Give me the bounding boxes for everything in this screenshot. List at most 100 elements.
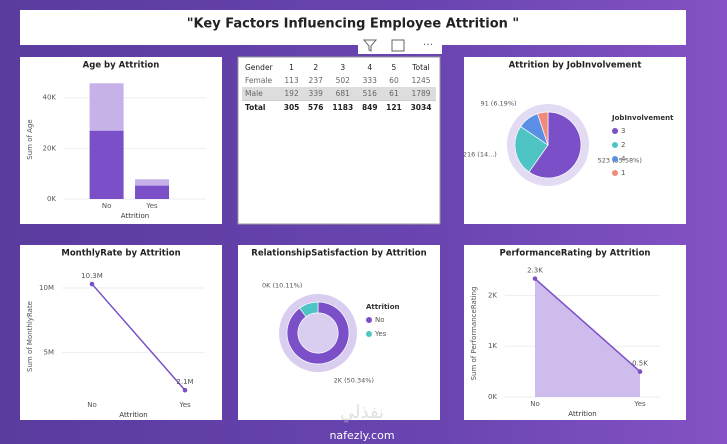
- table-cell: 3: [340, 63, 346, 72]
- table-cell: 61: [381, 87, 407, 101]
- table-cell: 1: [289, 63, 294, 72]
- y-axis-title: Sum of PerformanceRating: [470, 287, 478, 381]
- data-label: 0.5K: [632, 360, 648, 368]
- table-cell: 5: [391, 63, 397, 72]
- data-label: 216 (14...): [463, 150, 497, 158]
- chart-title: Age by Attrition: [83, 61, 160, 71]
- watermark: نفذلي: [340, 402, 384, 423]
- table-cell: 305: [279, 100, 304, 114]
- legend-label: 4: [621, 155, 626, 163]
- table-cell: 1789: [406, 87, 436, 101]
- line: [534, 278, 641, 373]
- legend-label: No: [375, 316, 385, 324]
- bar-segment: [135, 185, 170, 199]
- table-cell: Total: [412, 63, 430, 72]
- table-cell: 339: [303, 87, 328, 101]
- bar-segment: [135, 179, 170, 186]
- table-cell: 849: [357, 100, 382, 114]
- y-tick-label: 2K: [488, 291, 497, 299]
- table-cell: Gender: [245, 63, 273, 72]
- legend-label: 1: [621, 169, 625, 177]
- chart-title: PerformanceRating by Attrition: [500, 249, 651, 259]
- watermark: nafezly.com: [329, 429, 394, 442]
- y-axis-title: Sum of Age: [26, 119, 34, 159]
- legend-title: Attrition: [366, 303, 400, 311]
- x-tick-label: No: [87, 401, 97, 409]
- table-cell: 113: [284, 76, 299, 85]
- point: [182, 387, 188, 393]
- table-row: Male 192 339 681 516 61 1789: [242, 87, 436, 101]
- y-tick-label: 40K: [43, 94, 57, 102]
- table-cell: 2: [313, 63, 319, 72]
- table-row: Gender 1 2 3 4 5 Total: [242, 61, 436, 74]
- more-icon[interactable]: ···: [423, 38, 434, 51]
- table-cell: 502: [335, 76, 350, 85]
- table-cell: 333: [362, 76, 377, 85]
- x-tick-label: Yes: [178, 401, 191, 409]
- table-cell: Female: [245, 76, 273, 85]
- data-label: 10.3M: [81, 272, 103, 280]
- y-tick-label: 10M: [39, 284, 54, 292]
- table-cell: 1183: [327, 100, 358, 114]
- point: [532, 276, 538, 281]
- x-tick-label: No: [102, 202, 112, 210]
- matrix: Gender 1 2 3 4 5 Total Female 113 237 502 333 60 1245…: [242, 61, 436, 114]
- line: [91, 283, 186, 391]
- bar-segment: [89, 83, 124, 131]
- data-label: 2.3K: [527, 267, 543, 275]
- visual-header[interactable]: ···: [358, 36, 442, 54]
- table-cell: 60: [389, 76, 399, 85]
- y-tick-label: 0K: [47, 195, 56, 203]
- legend-swatch: [612, 170, 618, 176]
- slice: [537, 111, 549, 146]
- area: [535, 278, 640, 397]
- table-cell: 121: [381, 100, 407, 114]
- x-tick-label: Yes: [633, 400, 646, 408]
- x-tick-label: Yes: [145, 202, 158, 210]
- legend-swatch: [366, 331, 372, 337]
- filter-icon[interactable]: [362, 39, 378, 52]
- dashboard-title: "Key Factors Influencing Employee Attrit…: [187, 17, 519, 32]
- y-tick-label: 20K: [43, 144, 57, 152]
- table-row: Female 113 237 502 333 60 1245: [242, 74, 436, 87]
- table-cell: Total: [242, 100, 280, 114]
- table-cell: 1245: [411, 76, 431, 85]
- x-axis-title: Attrition: [568, 410, 596, 418]
- data-label: 0K (10.11%): [262, 282, 302, 290]
- y-tick-label: 1K: [488, 342, 497, 350]
- focus-icon[interactable]: [391, 39, 405, 52]
- point: [637, 369, 643, 374]
- table-cell: 4: [367, 63, 373, 72]
- panel: [20, 245, 222, 420]
- panel: [237, 56, 441, 225]
- y-tick-label: 5M: [44, 349, 55, 357]
- legend-swatch: [612, 142, 618, 148]
- chart-title: Attrition by JobInvolvement: [509, 61, 642, 71]
- legend-swatch: [366, 317, 372, 323]
- header-bg: [358, 36, 442, 54]
- chart-title: MonthlyRate by Attrition: [61, 249, 180, 259]
- table-cell: 192: [279, 87, 304, 101]
- legend-swatch: [612, 128, 618, 134]
- table-cell: 3034: [406, 100, 436, 114]
- legend-swatch: [612, 156, 618, 162]
- y-tick-label: 0K: [488, 393, 497, 401]
- table-row: Total 305 576 1183 849 121 3034: [242, 100, 436, 114]
- y-axis-title: Sum of MonthlyRate: [26, 301, 34, 372]
- data-label: 91 (6.19%): [480, 100, 516, 108]
- chart-title: RelationshipSatisfaction by Attrition: [251, 249, 426, 259]
- legend-label: 2: [621, 141, 625, 149]
- point: [89, 281, 95, 287]
- slice: [528, 111, 582, 179]
- slice: [286, 301, 350, 365]
- legend-label: Yes: [374, 330, 387, 338]
- table-cell: 576: [303, 100, 328, 114]
- data-label: 2.1M: [176, 378, 193, 386]
- legend-label: 3: [621, 127, 625, 135]
- slice: [514, 126, 549, 173]
- table-cell: 516: [357, 87, 382, 101]
- data-label: 2K (50.34%): [334, 376, 374, 384]
- table-cell: Male: [242, 87, 280, 101]
